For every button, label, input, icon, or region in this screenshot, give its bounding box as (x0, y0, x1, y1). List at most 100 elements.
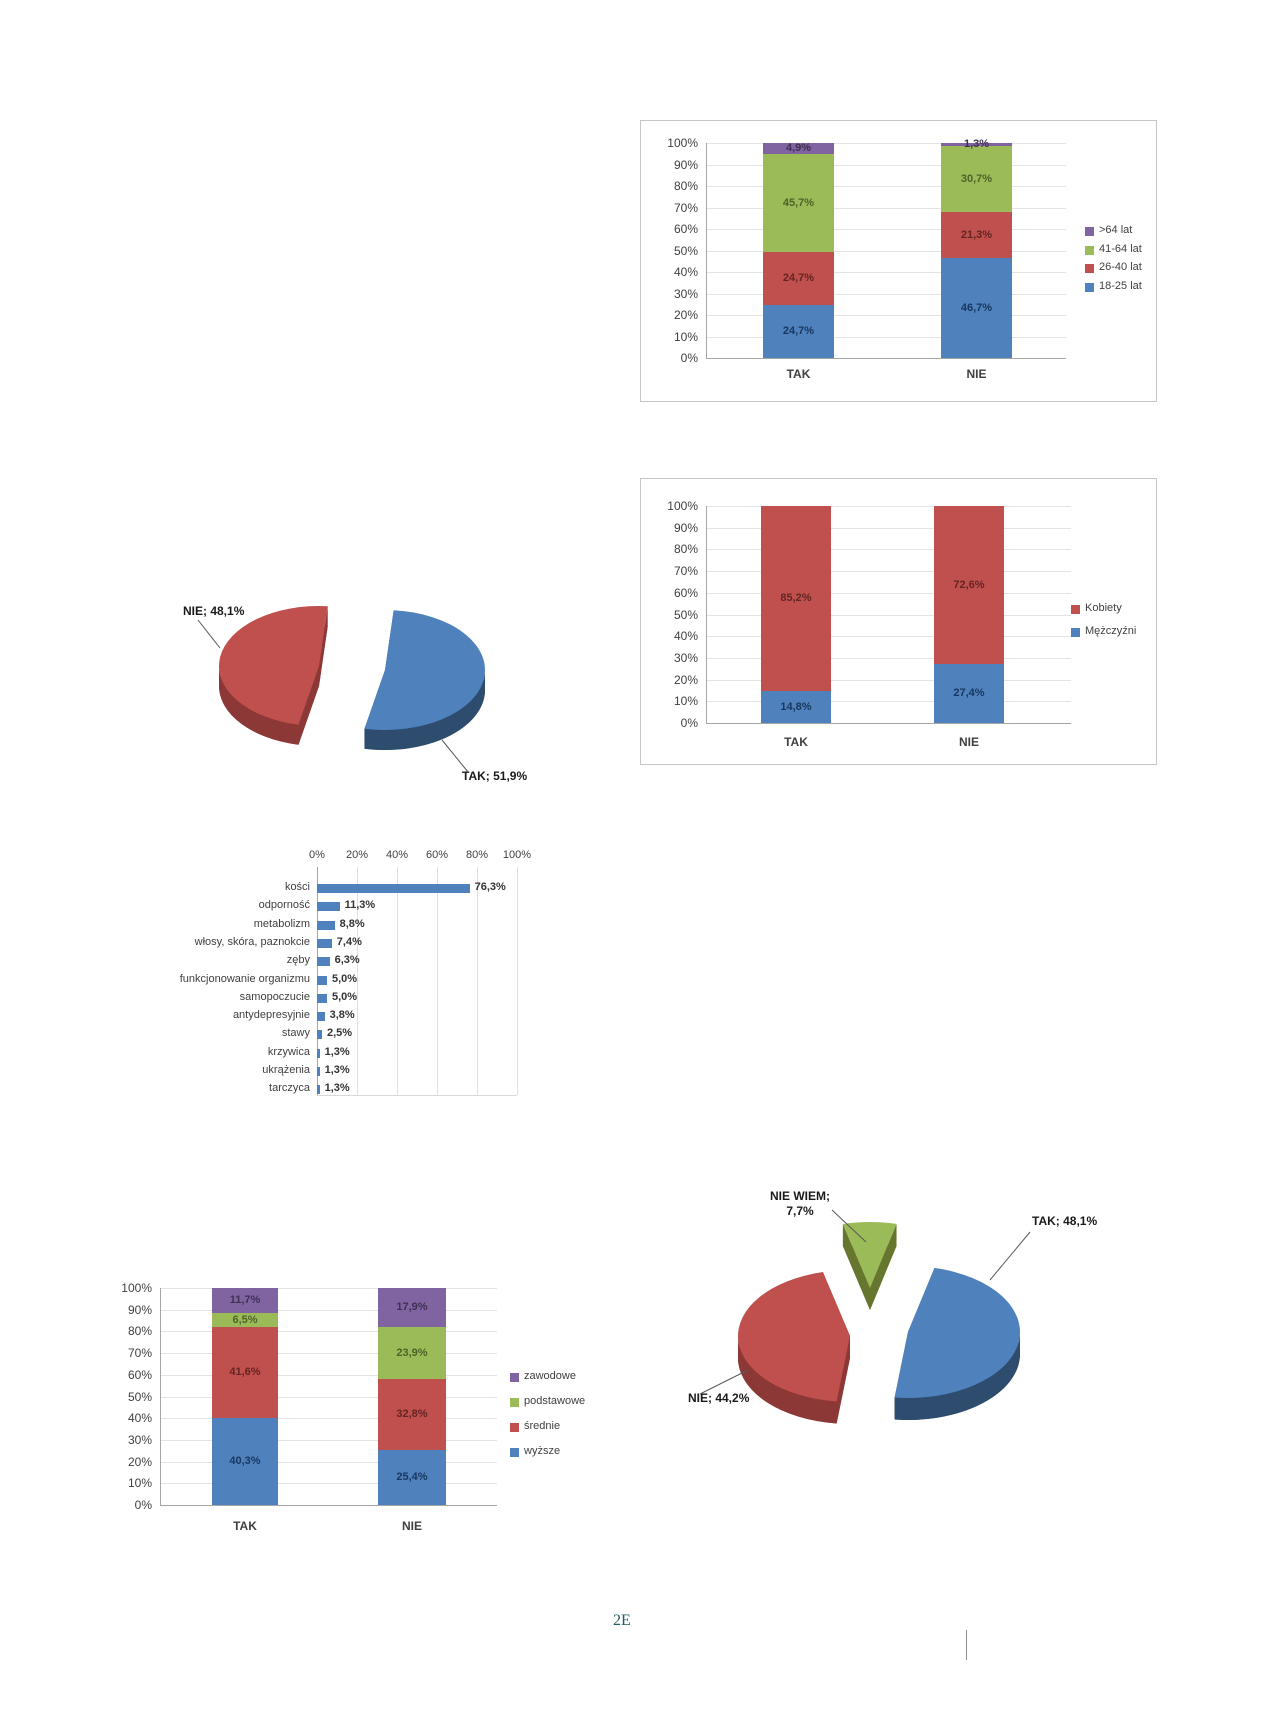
legend-swatch (1071, 605, 1080, 614)
knowledge-pie-svg: NIE WIEM;7,7% TAK; 48,1% NIE; 44,2% (688, 1189, 1097, 1424)
legend-swatch (510, 1448, 519, 1457)
bar-value-label: 17,9% (396, 1301, 428, 1314)
y-axis-tick: 20% (673, 308, 698, 322)
gridline (706, 657, 1071, 659)
gridline (160, 1396, 497, 1398)
y-axis-tick: 10% (673, 694, 698, 709)
gridline (706, 272, 1066, 273)
x-axis-tick: 40% (385, 849, 409, 861)
bar-segment (941, 211, 1012, 258)
y-axis-tick: 70% (673, 564, 698, 579)
y-axis-tick: 70% (127, 1346, 152, 1361)
pie-slice (737, 1271, 850, 1402)
y-axis-tick: 0% (134, 1498, 152, 1512)
bar (317, 1085, 320, 1095)
bar-value-label: 2,5% (327, 1027, 353, 1040)
gridline (706, 723, 1071, 724)
pie-slice-side (298, 666, 319, 745)
legend-swatch (1085, 245, 1094, 255)
y-axis-tick: 10% (127, 1476, 152, 1491)
gridline (706, 229, 1066, 230)
pie-label: TAK; 48,1% (1032, 1214, 1097, 1228)
bar-segment (761, 506, 831, 691)
chart-education-stacked: 100% 90% 80% 70% 60% 50% 40% 30% 20% 10% 0% 40,3% 41… (95, 1253, 595, 1553)
chart-age-stacked: 100% 90% 80% 70% 60% 50% 40% 30% 20% 10% 0% 24,7% 24… (640, 120, 1157, 402)
x-axis-tick: 100% (502, 849, 532, 861)
category-label-h: zęby (286, 954, 310, 967)
bar-segment (378, 1288, 446, 1327)
chart-gender-stacked: 100% 90% 80% 70% 60% 50% 40% 30% 20% 10% 0% 14,8% 85… (640, 478, 1157, 765)
pie-slice-side (319, 606, 328, 686)
category-label-h: krzywica (267, 1045, 310, 1058)
pie-slice (364, 610, 485, 730)
bar-value-label: 1,3% (324, 1045, 350, 1058)
y-axis-tick: 100% (667, 136, 698, 150)
chart-benefits-hbar: 0% 20% 40% 60% 80% 100% kości 76,3% odporność 11,… (150, 845, 540, 1107)
legend-label: 18-25 lat (1099, 279, 1142, 292)
gridline (706, 164, 1066, 166)
gridline (706, 250, 1066, 252)
gridline (160, 1374, 497, 1376)
category-label-h: antydepresyjnie (232, 1009, 310, 1022)
pie-label-leader-line (831, 1209, 867, 1243)
gridline (477, 867, 478, 1095)
legend-label: Kobiety (1085, 602, 1122, 614)
category-label: NIE (966, 367, 987, 381)
bar-value-label: 3,8% (329, 1009, 355, 1022)
category-label-h: metabolizm (253, 917, 310, 930)
x-axis-tick: 0% (309, 849, 325, 861)
bar-value-label: 40,3% (229, 1455, 261, 1468)
gridline (706, 506, 1071, 507)
pie-slice-wall (219, 666, 299, 745)
legend-label: 26-40 lat (1099, 261, 1142, 273)
gridline (706, 336, 1066, 338)
pie-label-leader-line (699, 1369, 749, 1395)
bar-value-label: 45,7% (782, 196, 815, 209)
pie-label: NIE; 48,1% (183, 604, 245, 618)
bar (317, 1012, 325, 1022)
gridline (706, 679, 1071, 681)
pie-label: TAK; 51,9% (462, 769, 527, 783)
pie-label-leader-line (197, 619, 221, 649)
bar-value-label: 7,4% (336, 935, 362, 948)
bar-segment (941, 257, 1012, 358)
x-axis-tick: 20% (345, 849, 369, 861)
gridline (706, 549, 1071, 551)
bar-value-label: 30,7% (960, 172, 993, 185)
pie-label-leader-line (441, 739, 469, 773)
bar-segment (378, 1326, 446, 1379)
gridline (397, 867, 398, 1095)
bar-segment (763, 153, 834, 252)
gridline (160, 1353, 497, 1355)
bar (317, 957, 330, 967)
bar-value-label: 4,9% (785, 142, 812, 155)
bar (317, 993, 327, 1003)
pie-label: NIE; 44,2% (688, 1391, 750, 1405)
bar-value-label: 1,3% (324, 1082, 350, 1095)
chart-knowledge-pie: NIE WIEM; 7,7% TAK; 48,1% NIE; 44,2% (640, 1180, 1120, 1465)
bar-segment (212, 1417, 278, 1505)
gridline (160, 1461, 497, 1463)
gridline (706, 315, 1066, 316)
bar-segment (763, 304, 834, 358)
gridline (517, 867, 518, 1095)
gridline (706, 293, 1066, 295)
gridline (706, 701, 1071, 703)
y-axis-tick: 50% (673, 607, 698, 622)
y-axis-tick: 0% (680, 716, 698, 730)
bar-segment (934, 663, 1004, 723)
category-label-h: włosy, skóra, paznokcie (194, 935, 310, 948)
pie-slice-wall (894, 1332, 1020, 1420)
bar-segment (378, 1378, 446, 1450)
pie-slice (218, 606, 328, 725)
bar-value-label: 72,6% (953, 578, 985, 591)
gridline (706, 527, 1071, 529)
bar (317, 1030, 322, 1040)
bar-segment (212, 1327, 278, 1418)
bar (317, 938, 332, 948)
pie-slice-side (842, 1223, 870, 1310)
bar-value-label: 32,8% (396, 1408, 428, 1421)
legend-label: >64 lat (1099, 224, 1133, 236)
y-axis-tick: 40% (673, 629, 698, 644)
gridline (706, 186, 1066, 187)
